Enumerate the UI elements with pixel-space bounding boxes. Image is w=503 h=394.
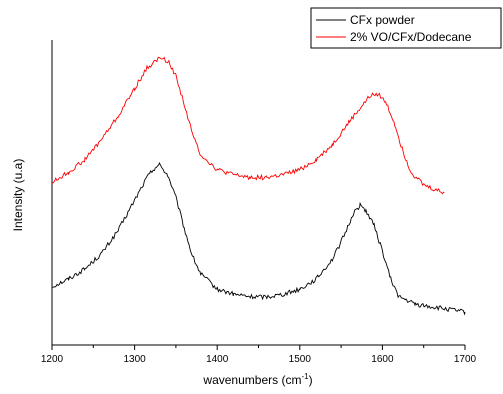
legend-label-cfx-powder: CFx powder [350, 13, 415, 27]
x-tick-label-1300: 1300 [123, 354, 146, 365]
legend-box [310, 7, 502, 49]
x-axis-title-main: wavenumbers (cm [202, 373, 301, 387]
legend: CFx powder 2% VO/CFx/Dodecane [310, 7, 502, 49]
series-line-0 [51, 161, 466, 316]
x-tick-label-1500: 1500 [289, 354, 312, 365]
x-axis-title-suffix: ) [309, 373, 313, 387]
series-line-1 [51, 56, 445, 195]
x-tick-label-1600: 1600 [371, 354, 394, 365]
y-axis-title: Intensity (u.a) [11, 159, 25, 232]
x-ticks: 1200 1300 1400 1500 1600 1700 [41, 345, 477, 365]
x-tick-label-1700: 1700 [454, 354, 477, 365]
x-tick-label-1400: 1400 [206, 354, 229, 365]
series-layer [51, 56, 466, 316]
axes [51, 40, 465, 346]
x-tick-label-1200: 1200 [41, 354, 64, 365]
legend-label-vo-cfx-dodecane: 2% VO/CFx/Dodecane [350, 30, 472, 44]
x-axis-title: wavenumbers (cm-1) [202, 372, 312, 387]
x-axis-title-superscript: -1 [301, 372, 309, 381]
